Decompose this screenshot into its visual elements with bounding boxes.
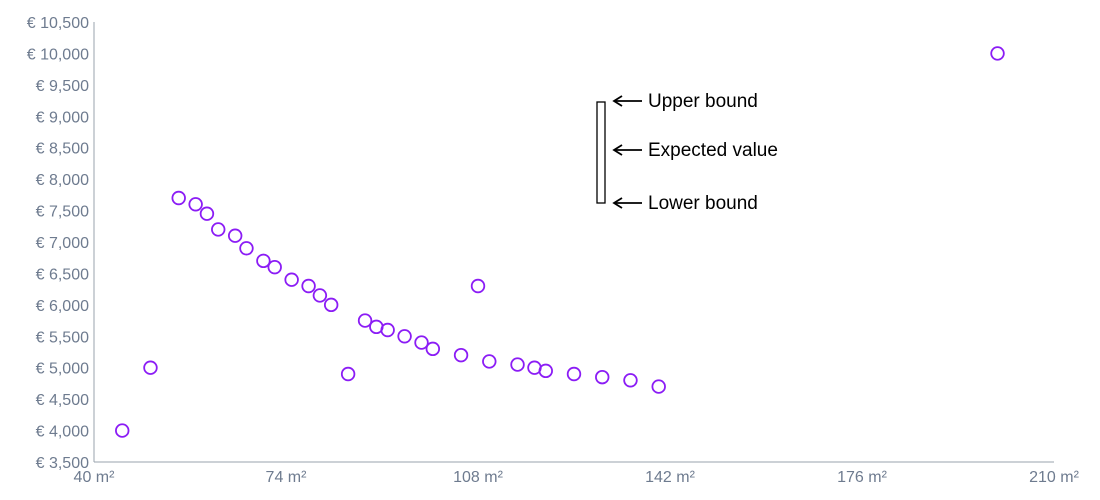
data-point — [380, 322, 395, 338]
upper-bound-label: Upper bound — [648, 91, 758, 112]
data-point — [227, 228, 243, 243]
y-tick-label: € 9,000 — [36, 109, 89, 126]
data-point — [414, 335, 429, 350]
y-tick-label: € 8,000 — [36, 172, 89, 189]
y-tick-label: € 5,000 — [36, 361, 89, 378]
data-point — [510, 357, 525, 372]
x-tick-label: 108 m² — [453, 469, 503, 486]
y-tick-label: € 10,000 — [27, 46, 89, 63]
data-point — [425, 341, 441, 357]
expected-value-arrow — [612, 144, 642, 156]
data-point — [470, 278, 486, 294]
data-point — [143, 360, 158, 375]
data-point — [284, 272, 299, 287]
data-point — [990, 46, 1005, 61]
range-bar — [596, 101, 606, 204]
data-point — [651, 379, 666, 394]
data-point — [301, 278, 316, 294]
expected-value-label: Expected value — [648, 140, 778, 161]
y-tick-label: € 6,000 — [36, 298, 89, 315]
data-point — [267, 259, 282, 275]
data-point — [171, 190, 186, 206]
data-point — [199, 206, 215, 221]
data-point — [453, 347, 469, 363]
data-point — [115, 423, 130, 438]
y-tick-label: € 9,500 — [36, 78, 89, 95]
data-points — [115, 46, 1005, 438]
data-point — [397, 329, 412, 344]
y-tick-label: € 7,500 — [36, 204, 89, 221]
data-point — [188, 197, 203, 212]
bound-legend: Upper bound Expected value Lower bound — [596, 91, 778, 214]
data-point — [595, 369, 610, 385]
data-point — [623, 373, 638, 388]
data-point — [340, 366, 356, 382]
data-point — [211, 222, 226, 237]
x-tick-label: 142 m² — [645, 469, 695, 486]
axes — [93, 22, 1054, 463]
data-point — [239, 241, 254, 256]
lower-bound-label: Lower bound — [648, 193, 758, 214]
x-tick-label: 210 m² — [1029, 469, 1079, 486]
y-tick-label: € 7,000 — [36, 235, 89, 252]
data-point — [482, 354, 497, 369]
y-tick-label: € 4,500 — [36, 392, 89, 409]
y-tick-label: € 10,500 — [27, 15, 89, 32]
data-point — [312, 288, 328, 303]
lower-bound-arrow — [612, 197, 642, 209]
y-tick-label: € 3,500 — [36, 455, 89, 472]
data-point — [538, 363, 553, 379]
upper-bound-arrow — [612, 95, 642, 107]
y-tick-label: € 5,500 — [36, 329, 89, 346]
data-point — [357, 313, 373, 328]
x-tick-label: 74 m² — [266, 469, 308, 486]
x-tick-label: 40 m² — [74, 469, 116, 486]
y-tick-label: € 6,500 — [36, 266, 89, 283]
data-point — [566, 366, 582, 382]
data-point — [256, 253, 271, 269]
y-tick-label: € 4,000 — [36, 424, 89, 441]
x-tick-labels: 40 m² 74 m² 108 m² 142 m² 176 m² 210 m² — [74, 469, 1080, 486]
y-tick-label: € 8,500 — [36, 141, 89, 158]
data-point — [323, 297, 339, 313]
x-tick-label: 176 m² — [837, 469, 887, 486]
y-tick-labels: € 3,500 € 4,000 € 4,500 € 5,000 € 5,500 € 6,0… — [27, 15, 89, 472]
